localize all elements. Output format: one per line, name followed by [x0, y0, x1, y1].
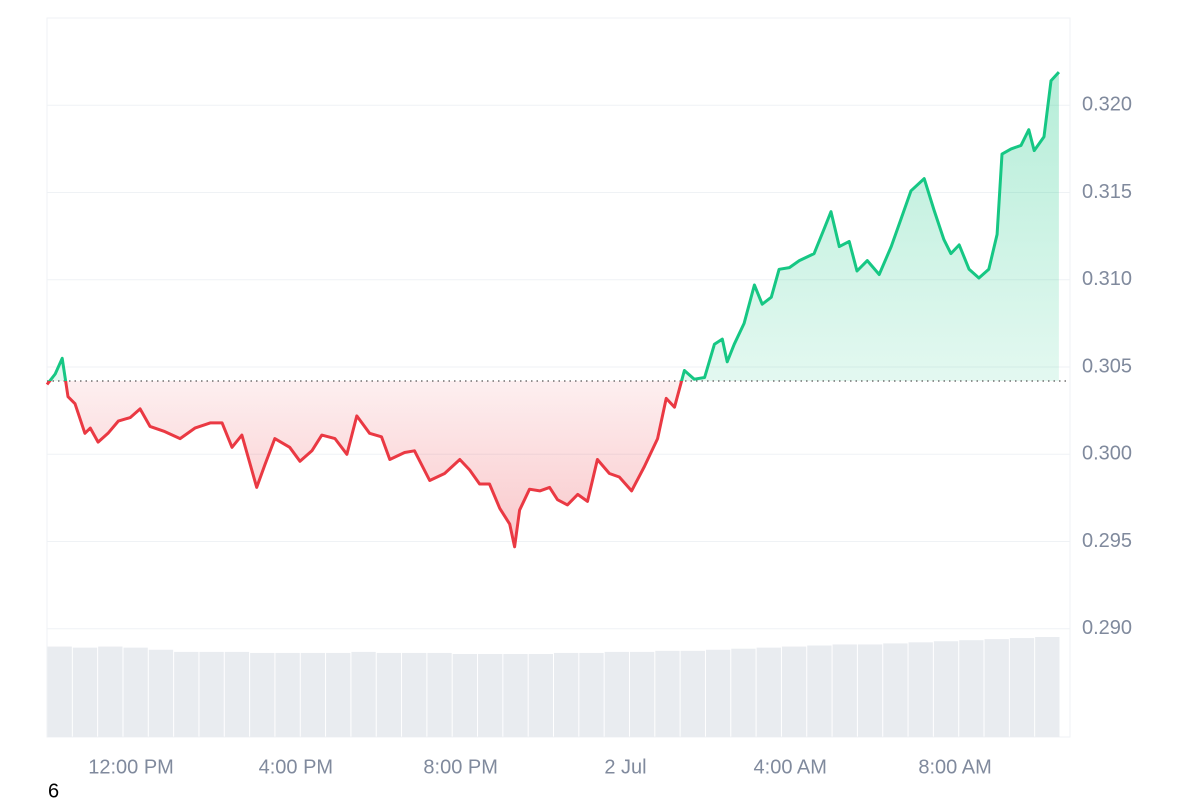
volume-bar — [731, 648, 756, 737]
volume-bar — [402, 652, 427, 737]
volume-bar — [300, 652, 326, 737]
volume-bar — [756, 647, 781, 737]
x-tick-label: 2 Jul — [604, 756, 646, 778]
y-tick-label: 0.290 — [1082, 617, 1132, 639]
x-tick-label: 8:00 AM — [918, 756, 991, 778]
x-tick-label: 4:00 PM — [259, 756, 333, 778]
volume-bar — [857, 644, 883, 737]
volume-bar — [883, 643, 908, 737]
volume-bar — [427, 652, 452, 737]
volume-bar — [224, 651, 250, 737]
volume-bar — [326, 652, 351, 737]
volume-bar — [1035, 637, 1060, 737]
volume-bar — [503, 654, 528, 737]
footnote: 6 — [48, 780, 59, 800]
y-tick-label: 0.315 — [1082, 181, 1132, 203]
volume-bar — [832, 644, 857, 737]
volume-bar — [478, 654, 503, 737]
volume-bar — [351, 651, 376, 737]
y-tick-label: 0.305 — [1082, 355, 1132, 377]
volume-bar — [554, 652, 579, 737]
volume-bar — [250, 652, 275, 737]
volume-bar — [174, 651, 199, 737]
x-tick-label: 4:00 AM — [754, 756, 827, 778]
volume-bar — [807, 645, 832, 737]
price-line — [45, 71, 1061, 549]
volume-bar — [959, 640, 984, 737]
volume-bar — [705, 649, 731, 737]
volume-bar — [680, 650, 705, 737]
x-tick-label: 12:00 PM — [88, 756, 174, 778]
volume-bar — [933, 641, 959, 737]
volume-bar — [604, 651, 629, 737]
y-tick-label: 0.300 — [1082, 443, 1132, 465]
y-tick-label: 0.295 — [1082, 530, 1132, 552]
volume-bar — [908, 642, 933, 737]
y-tick-label: 0.310 — [1082, 268, 1132, 290]
volume-bar — [1009, 638, 1035, 737]
volume-bar — [528, 654, 553, 737]
volume-bar — [72, 647, 98, 737]
volume-bar — [47, 646, 72, 737]
volume-bar — [275, 652, 300, 737]
volume-bar — [781, 646, 807, 737]
volume-bar — [629, 651, 655, 737]
y-tick-label: 0.320 — [1082, 94, 1132, 116]
x-tick-label: 8:00 PM — [423, 756, 497, 778]
volume-bar — [984, 639, 1009, 737]
volume-bar — [123, 647, 148, 737]
volume-bar — [376, 652, 402, 737]
volume-bar — [148, 649, 174, 737]
area-fill — [47, 72, 1059, 547]
volume-bar — [579, 652, 604, 737]
volume-bar — [452, 654, 478, 737]
volume-bar — [655, 650, 680, 737]
volume-bar — [98, 646, 123, 737]
volume-bar — [199, 651, 224, 737]
